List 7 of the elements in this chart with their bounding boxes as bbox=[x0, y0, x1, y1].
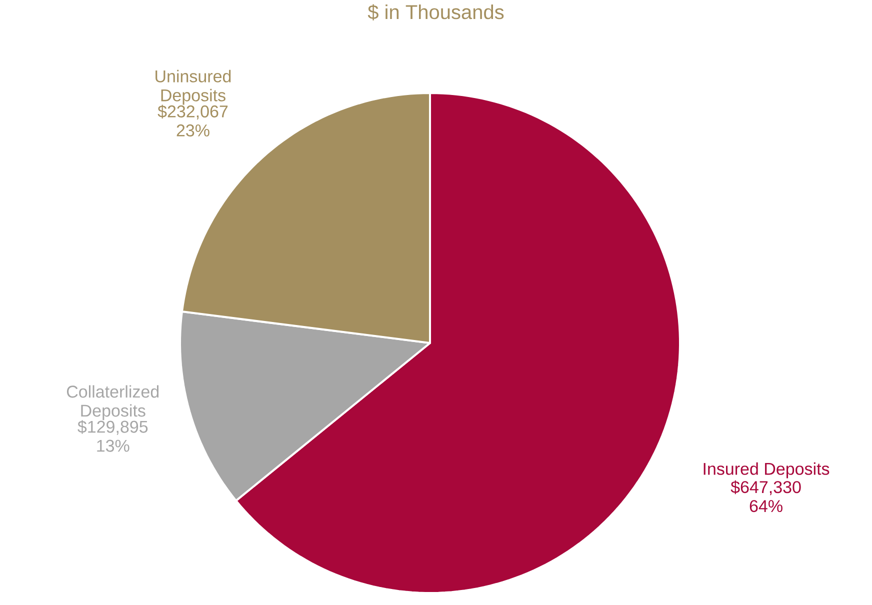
chart-title: $ in Thousands bbox=[368, 4, 504, 20]
data-label: $647,330 64% bbox=[730, 480, 801, 512]
slice-label: Collaterlized Deposits bbox=[66, 385, 159, 420]
slice-label: Uninsured Deposits bbox=[156, 70, 231, 105]
data-label: $129,895 13% bbox=[78, 420, 148, 452]
data-label: $232,067 23% bbox=[158, 104, 228, 136]
slice-label: Insured Deposits bbox=[704, 462, 830, 478]
